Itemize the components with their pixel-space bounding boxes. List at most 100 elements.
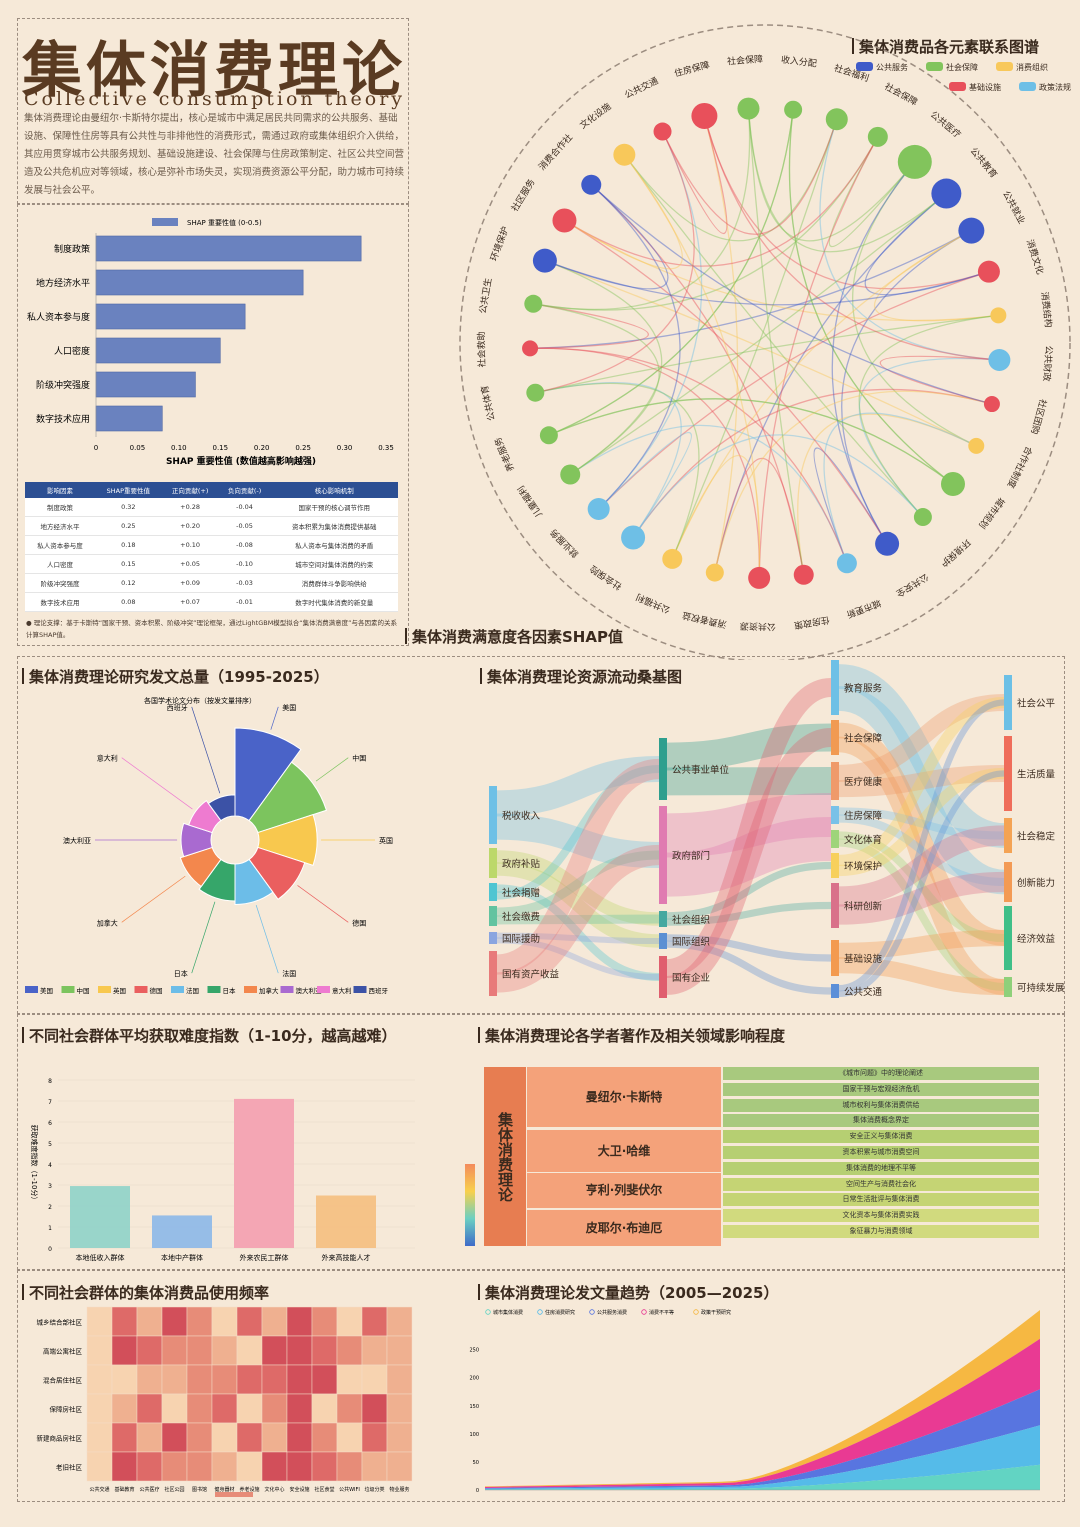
network-link [564, 154, 683, 270]
heatmap-cell [311, 1364, 338, 1395]
network-link [569, 424, 848, 564]
network-link [530, 347, 760, 578]
shap-tick-label: 0.30 [337, 444, 353, 452]
table-cell: +0.28 [161, 498, 219, 517]
network-link [797, 413, 977, 575]
difficulty-bar-chart: 0 1 2 3 4 5 6 7 8 获取难度指数（1-10分） 本地低收入群体 本地中产群体 外来农民工… [30, 1078, 415, 1262]
table-cell: 0.12 [94, 573, 162, 593]
scholar-work: 象征暴力与消费领域 [723, 1225, 1039, 1238]
difficulty-tick-label: 3 [48, 1183, 52, 1190]
heatmap-cell [86, 1335, 113, 1366]
heatmap-row-label: 保障房社区 [50, 1405, 83, 1414]
heatmap-cell [111, 1364, 138, 1395]
sankey-node [831, 806, 839, 824]
sankey-link [496, 850, 660, 917]
shap-bar-chart: SHAP 重要性值 (0-0.5) 制度政策地方经济水平私人资本参与度人口密度阶级… [27, 218, 394, 467]
table-row: 人口密度 0.15 +0.05 -0.10 城市空间对集体消费的约束 [25, 554, 398, 574]
sankey-node-label: 住房保障 [844, 810, 883, 822]
rose-slice [248, 846, 306, 900]
sankey-node-label: 社会缴费 [502, 911, 540, 923]
network-link [714, 390, 993, 573]
shap-legend-swatch [152, 218, 178, 226]
network-link [747, 108, 916, 242]
frame-intro [17, 18, 409, 204]
heatmap-col-label: 物业服务 [389, 1486, 409, 1493]
heatmap-cell [386, 1451, 413, 1482]
rose-legend-swatch [171, 986, 184, 993]
sankey-link [496, 755, 660, 817]
heatmap-cell [136, 1335, 163, 1366]
sankey-link [666, 901, 832, 926]
sankey-node [831, 984, 839, 998]
heatmap-cell [211, 1364, 238, 1395]
heatmap-cell [286, 1393, 313, 1424]
trend-tick-label: 200 [469, 1376, 479, 1382]
network-link [598, 271, 990, 510]
network-node-label: 公共资源 [740, 620, 776, 632]
network-node-label: 社会保障 [727, 53, 764, 68]
sankey-link [496, 844, 660, 993]
sankey-node [831, 883, 839, 928]
network-node [691, 102, 718, 129]
network-node [990, 307, 1007, 324]
network-link [858, 314, 999, 518]
heatmap-col-label: 社区公园 [164, 1486, 184, 1493]
sankey-node [1004, 862, 1012, 902]
sankey-link [495, 758, 661, 975]
network-node [613, 143, 636, 166]
trend-area-住房消费研究 [485, 1425, 1040, 1490]
sankey-node [1004, 818, 1012, 853]
shap-bar [95, 269, 304, 296]
sankey-node [1004, 977, 1012, 997]
network-link [661, 119, 838, 235]
rose-slice [188, 799, 222, 834]
table-cell: 人口密度 [25, 554, 95, 574]
difficulty-tick-label: 6 [48, 1120, 52, 1127]
network-node [988, 348, 1011, 371]
trend-legend-marker [537, 1309, 543, 1315]
heatmap-cell [236, 1422, 263, 1453]
scholar-work: 集体消费概念界定 [723, 1114, 1039, 1128]
rose-legend-swatch [280, 986, 294, 993]
sankey-link [666, 723, 832, 771]
heatmap-cell [236, 1335, 263, 1366]
trend-title: 集体消费理论发文量趋势（2005—2025） [478, 1282, 779, 1303]
shap-table-header: 核心影响机制 [270, 482, 398, 498]
sankey-node [489, 848, 497, 878]
table-cell: +0.20 [161, 516, 219, 536]
network-link [623, 154, 924, 518]
network-link [841, 230, 972, 545]
network-legend-item: 消费组织 [996, 62, 1048, 73]
table-cell: 国家干预的核心调节作用 [270, 498, 398, 517]
sankey-node [489, 786, 497, 844]
network-link [703, 115, 990, 290]
heatmap-cell [311, 1335, 338, 1366]
shap-legend-label: SHAP 重要性值 (0-0.5) [187, 218, 262, 227]
trend-area-政策干预研究 [485, 1310, 1040, 1487]
rose-label: 意大利 [97, 754, 118, 763]
table-cell: +0.09 [161, 573, 219, 593]
rose-slice [257, 814, 318, 866]
difficulty-tick-label: 0 [48, 1246, 52, 1253]
table-cell: 地方经济水平 [25, 516, 95, 536]
trend-area-城市集体消费 [485, 1464, 1040, 1490]
shap-table-header: 正向贡献(+) [161, 482, 219, 498]
sankey-node-label: 社会组织 [672, 914, 710, 926]
network-node [748, 566, 771, 589]
frame-shap [17, 204, 409, 646]
sankey-link [666, 934, 832, 962]
table-cell: 制度政策 [25, 498, 95, 517]
sankey-node-label: 科研创新 [844, 901, 883, 913]
heatmap-cell [261, 1451, 288, 1482]
trend-tick-label: 50 [473, 1460, 479, 1466]
network-link [831, 161, 916, 545]
network-link [544, 260, 663, 476]
rose-leader [191, 901, 216, 974]
rose-label: 德国 [352, 918, 366, 927]
network-node [662, 548, 683, 569]
rose-legend-swatch [25, 986, 38, 993]
rose-chart: 各国学术论文分布（按发文量排序）美国中国英国德国法国日本加拿大澳大利亚意大利西班… [25, 696, 393, 995]
heatmap-col-label: 公共交通 [89, 1486, 109, 1493]
sankey-node-label: 生活质量 [1017, 769, 1056, 781]
shap-xlabel: SHAP 重要性值 (数值越高影响越强) [166, 455, 316, 467]
